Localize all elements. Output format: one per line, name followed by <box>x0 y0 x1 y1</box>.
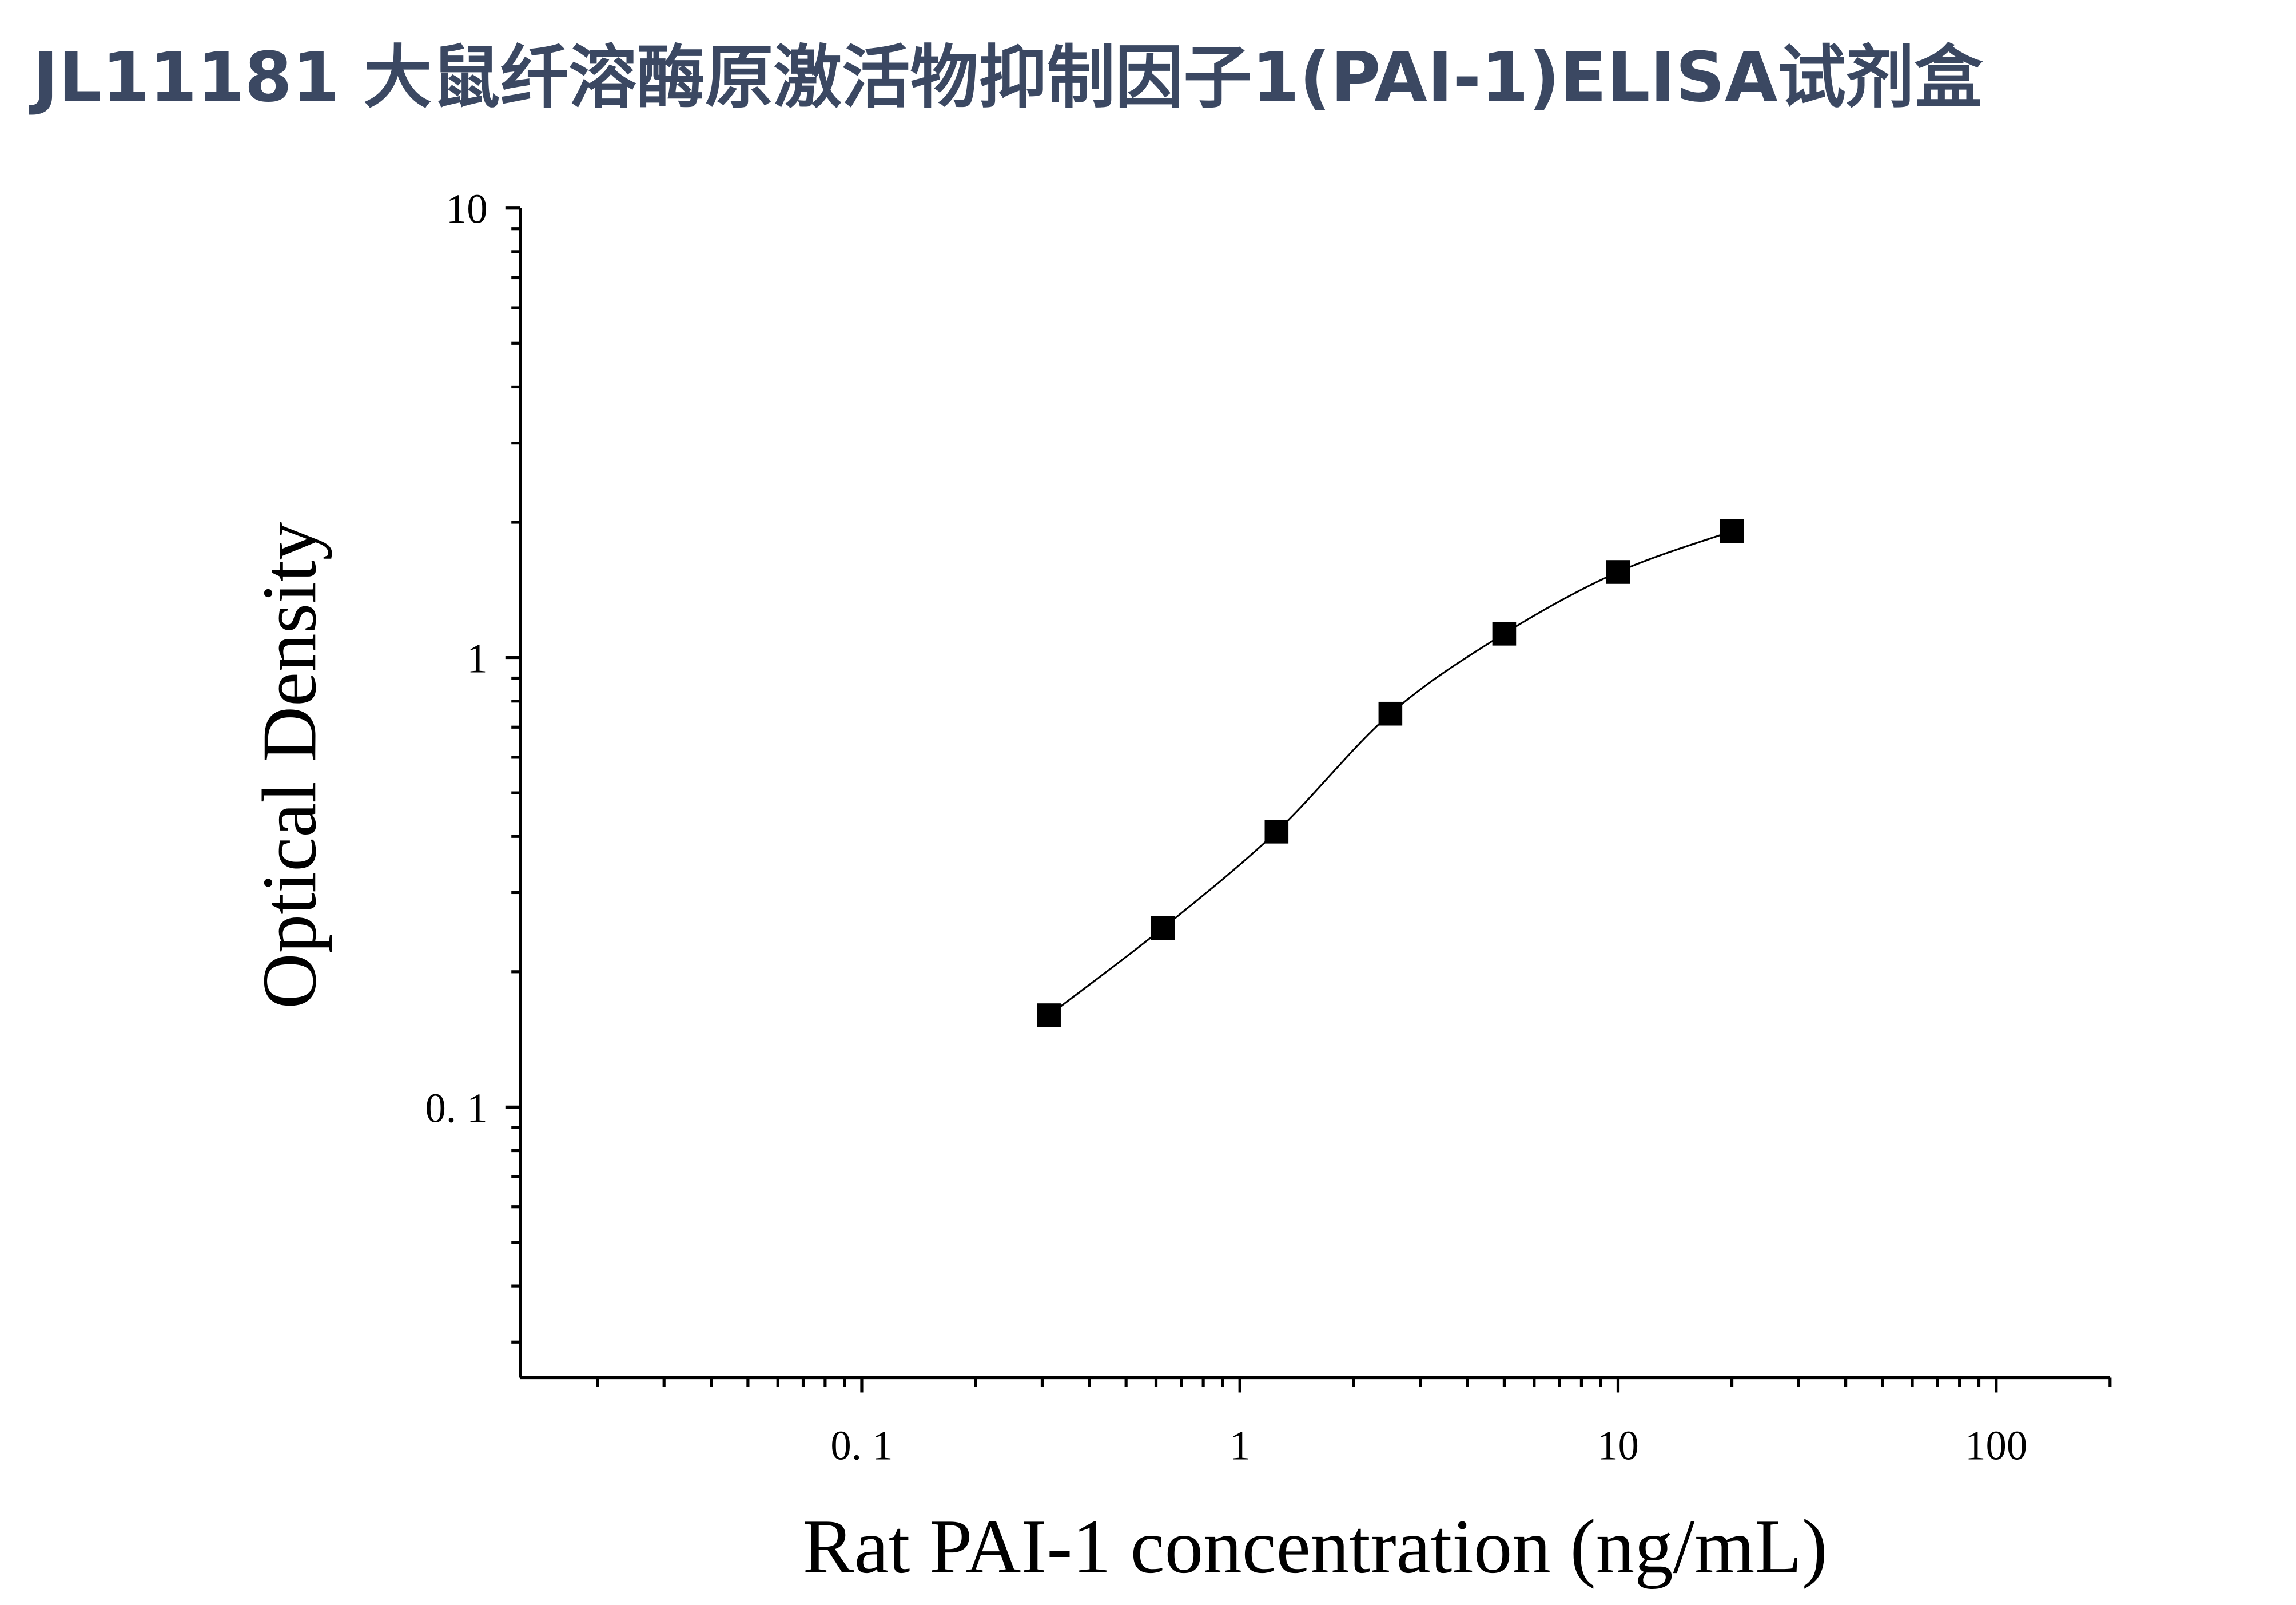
y-axis-title: Optical Density <box>247 522 332 1009</box>
data-point <box>1378 701 1403 726</box>
y-tick-label: 0. 1 <box>425 1084 488 1131</box>
data-point <box>1264 820 1289 844</box>
data-point <box>1037 1003 1061 1027</box>
fit-curve <box>1048 530 1733 1016</box>
data-point <box>1492 622 1517 646</box>
x-axis-title: Rat PAI-1 concentration (ng/mL) <box>803 1504 1828 1590</box>
data-point <box>1606 560 1630 584</box>
data-point <box>1151 916 1175 940</box>
y-tick-label: 10 <box>446 186 488 232</box>
x-tick-label: 100 <box>1965 1422 2027 1468</box>
x-tick-label: 0. 1 <box>830 1422 893 1468</box>
data-point <box>1720 519 1744 543</box>
y-tick-label: 1 <box>467 635 487 682</box>
chart-title: JL11181 大鼠纤溶酶原激活物抑制因子1(PAI-1)ELISA试剂盒 <box>29 38 1983 118</box>
x-tick-label: 1 <box>1229 1422 1250 1468</box>
x-tick-label: 10 <box>1597 1422 1639 1468</box>
